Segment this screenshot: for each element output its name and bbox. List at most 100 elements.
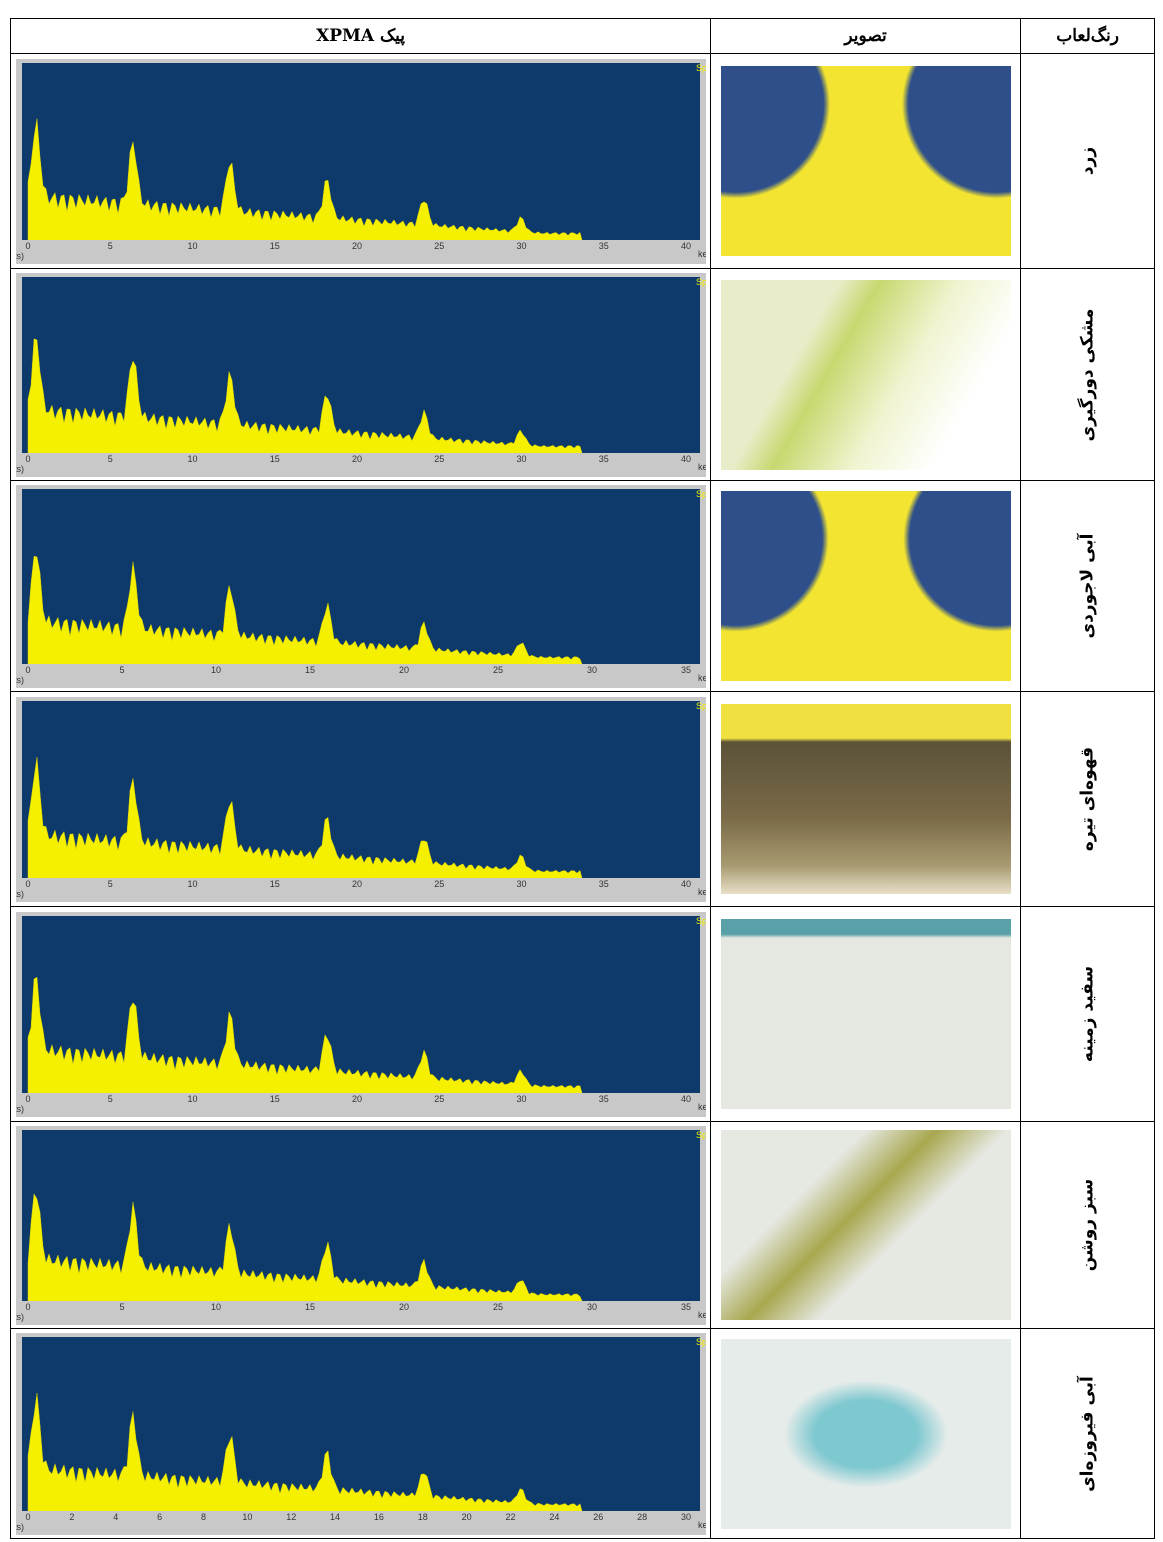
- spectrum-label: Spectrum 1: [696, 277, 706, 287]
- axis-tick-label: 0: [25, 1094, 30, 1104]
- axis-tick-label: 40: [681, 241, 691, 251]
- spectrum: Spectrum 10510152025303540keVFull Scale …: [16, 59, 706, 264]
- axis-tick-label: 18: [417, 1512, 427, 1522]
- glaze-name: سفید زمینه: [1078, 948, 1098, 1081]
- axis-tick-label: 20: [399, 1302, 409, 1312]
- table-row: سفید زمینهSpectrum 10510152025303540keVF…: [11, 907, 1155, 1122]
- photo-cell: [711, 481, 1021, 692]
- axis-tick-label: 30: [516, 454, 526, 464]
- axis-tick-label: 25: [493, 1302, 503, 1312]
- glaze-photo: [721, 919, 1011, 1109]
- photo-cell: [711, 1329, 1021, 1539]
- axis-tick-label: 30: [516, 1094, 526, 1104]
- axis-tick-label: 10: [187, 241, 197, 251]
- axis-tick-label: 5: [107, 454, 112, 464]
- axis-tick-label: 20: [461, 1512, 471, 1522]
- axis-tick-label: 20: [399, 665, 409, 675]
- axis-tick-label: 5: [107, 241, 112, 251]
- axis-unit: keV: [698, 462, 706, 472]
- axis-tick-label: 15: [269, 454, 279, 464]
- header-glaze: رنگ‌لعاب: [1021, 19, 1155, 54]
- axis-tick-label: 14: [330, 1512, 340, 1522]
- axis-tick-label: 5: [107, 1094, 112, 1104]
- axis-tick-label: 25: [434, 241, 444, 251]
- axis-tick-label: 20: [352, 454, 362, 464]
- glaze-photo: [721, 66, 1011, 256]
- axis-tick-label: 24: [549, 1512, 559, 1522]
- axis-tick-label: 0: [25, 1302, 30, 1312]
- glaze-name: قهوه‌ای تیره: [1078, 733, 1098, 866]
- axis-unit: keV: [698, 673, 706, 683]
- spectrum-footer: Full Scale (Log.) 1.21x10⁶ cts Cursor: 2…: [16, 675, 24, 685]
- header-image: تصویر: [711, 19, 1021, 54]
- axis-tick-label: 15: [269, 241, 279, 251]
- glaze-name: زرد: [1078, 95, 1098, 228]
- axis-tick-label: 5: [119, 665, 124, 675]
- axis-tick-label: 10: [211, 1302, 221, 1312]
- glaze-cell: سبز روشن: [1021, 1122, 1155, 1329]
- axis-tick-label: 35: [598, 879, 608, 889]
- glaze-photo: [721, 704, 1011, 894]
- axis-tick-label: 8: [201, 1512, 206, 1522]
- table-body: زردSpectrum 10510152025303540keVFull Sca…: [11, 54, 1155, 1539]
- axis-tick-label: 35: [681, 1302, 691, 1312]
- axis-tick-label: 30: [516, 879, 526, 889]
- axis-tick-label: 30: [587, 665, 597, 675]
- header-xpma: پیک XPMA: [11, 19, 711, 54]
- spectrum-footer: Full Scale (Log.) 87968 cts Cursor: 30.3…: [16, 1522, 24, 1532]
- axis-tick-label: 10: [242, 1512, 252, 1522]
- spectrum-label: Spectrum 1: [696, 63, 706, 73]
- axis-tick-label: 20: [352, 241, 362, 251]
- spectrum-cell: Spectrum 10510152025303540keVFull Scale …: [11, 692, 711, 907]
- spectrum-cell: Spectrum 105101520253035keVFull Scale (L…: [11, 1122, 711, 1329]
- spectrum-footer: Full Scale (Log.) 89486 cts Cursor: 33.4…: [16, 464, 24, 474]
- axis-tick-label: 40: [681, 879, 691, 889]
- glaze-cell: آبی لاجوردی: [1021, 481, 1155, 692]
- axis-tick-label: 30: [516, 241, 526, 251]
- spectrum: Spectrum 105101520253035keVFull Scale (L…: [16, 485, 706, 688]
- page: رنگ‌لعاب تصویر پیک XPMA زرد Spectrum 1 0 5 1…: [0, 0, 1163, 1542]
- table-row: آبی لاجوردیSpectrum 105101520253035keVFu…: [11, 481, 1155, 692]
- axis-tick-label: 10: [187, 879, 197, 889]
- photo-cell: [711, 692, 1021, 907]
- axis-unit: keV: [698, 1520, 706, 1530]
- spectrum-label: Spectrum 1: [696, 1337, 706, 1347]
- axis-unit: keV: [698, 1102, 706, 1112]
- axis-tick-label: 25: [434, 1094, 444, 1104]
- glaze-photo: [721, 491, 1011, 681]
- table-row: آبی فیروزه‌ایSpectrum 102468101214161820…: [11, 1329, 1155, 1539]
- spectrum-cell: Spectrum 10510152025303540keVFull Scale …: [11, 907, 711, 1122]
- xpma-table: رنگ‌لعاب تصویر پیک XPMA زرد Spectrum 1 0 5 1…: [10, 18, 1155, 1539]
- axis-tick-label: 10: [187, 454, 197, 464]
- axis-tick-label: 4: [113, 1512, 118, 1522]
- glaze-name: مشکی دورگیری: [1078, 308, 1098, 441]
- spectrum-label: Spectrum 1: [696, 1130, 706, 1140]
- photo-cell: [711, 907, 1021, 1122]
- axis-tick-label: 0: [25, 665, 30, 675]
- axis-tick-label: 25: [434, 879, 444, 889]
- spectrum: Spectrum 1024681012141618202224262830keV…: [16, 1333, 706, 1535]
- axis-tick-label: 20: [352, 879, 362, 889]
- axis-tick-label: 5: [119, 1302, 124, 1312]
- axis-tick-label: 15: [269, 879, 279, 889]
- axis-tick-label: 25: [434, 454, 444, 464]
- spectrum: Spectrum 10510152025303540keVFull Scale …: [16, 697, 706, 902]
- glaze-cell: مشکی دورگیری: [1021, 269, 1155, 481]
- spectrum: Spectrum 10510152025303540keVFull Scale …: [16, 273, 706, 477]
- axis-tick-label: 6: [157, 1512, 162, 1522]
- photo-cell: [711, 269, 1021, 481]
- spectrum-cell: Spectrum 1024681012141618202224262830keV…: [11, 1329, 711, 1539]
- glaze-name: آبی فیروزه‌ای: [1078, 1367, 1098, 1500]
- axis-tick-label: 22: [505, 1512, 515, 1522]
- glaze-cell: زرد: [1021, 54, 1155, 269]
- axis-unit: keV: [698, 249, 706, 259]
- spectrum-footer: Full Scale (Log.) 56273 cts Cursor: 37.1…: [16, 1104, 24, 1114]
- axis-tick-label: 16: [373, 1512, 383, 1522]
- axis-unit: keV: [698, 887, 706, 897]
- spectrum-cell: Spectrum 10510152025303540keVFull Scale …: [11, 269, 711, 481]
- axis-tick-label: 26: [593, 1512, 603, 1522]
- glaze-photo: [721, 1339, 1011, 1529]
- table-row: زردSpectrum 10510152025303540keVFull Sca…: [11, 54, 1155, 269]
- axis-tick-label: 40: [681, 1094, 691, 1104]
- spectrum-label: Spectrum 1: [696, 916, 706, 926]
